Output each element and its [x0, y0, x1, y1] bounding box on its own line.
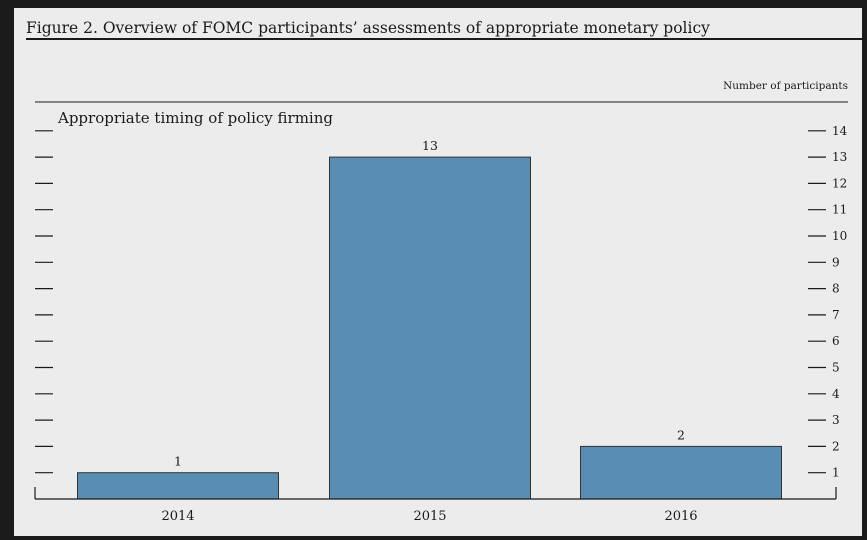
y-tick-label-13: 13 — [832, 150, 847, 164]
y-axis-label: Number of participants — [723, 80, 848, 92]
y-tick-label-1: 1 — [832, 466, 840, 480]
y-tick-label-8: 8 — [832, 282, 840, 296]
title-rule — [26, 38, 864, 40]
y-tick-label-12: 12 — [832, 176, 847, 190]
y-tick-label-10: 10 — [832, 229, 847, 243]
figure-title: Figure 2. Overview of FOMC participants’… — [26, 19, 710, 37]
x-tick-label-2015: 2015 — [413, 509, 446, 524]
x-tick-label-2014: 2014 — [161, 509, 194, 524]
data-label-2015: 13 — [422, 138, 438, 153]
bars: 1 13 2 — [77, 138, 782, 500]
bar-2016 — [580, 445, 782, 500]
x-tick-label-2016: 2016 — [664, 509, 697, 524]
bar-2015 — [329, 156, 531, 500]
chart-title: Appropriate timing of policy firming — [57, 109, 333, 127]
bar-2014 — [77, 472, 279, 500]
y-tick-label-3: 3 — [832, 413, 840, 427]
y-tick-label-14: 14 — [832, 124, 848, 138]
y-tick-label-7: 7 — [832, 308, 840, 322]
y-tick-label-4: 4 — [832, 387, 840, 401]
left-tick-marks — [35, 130, 53, 474]
y-tick-label-9: 9 — [832, 255, 840, 269]
y-tick-label-11: 11 — [832, 203, 847, 217]
y-tick-label-6: 6 — [832, 334, 840, 348]
data-label-2016: 2 — [677, 427, 685, 442]
x-axis: 2014 2015 2016 — [34, 487, 837, 524]
data-label-2014: 1 — [174, 454, 182, 469]
y-tick-label-5: 5 — [832, 361, 840, 375]
y-tick-label-2: 2 — [832, 439, 840, 453]
